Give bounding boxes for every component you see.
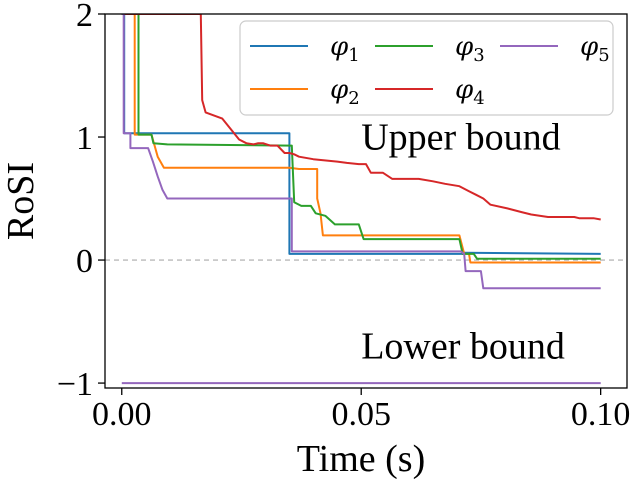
plot-frame xyxy=(104,13,628,389)
x-tick-label: 0.10 xyxy=(571,396,631,433)
series-line-phi5 xyxy=(121,14,601,385)
annotation-lower-bound: Lower bound xyxy=(361,325,565,367)
ticks-layer: 0.00 0.05 0.10 −1 0 1 2 xyxy=(57,0,631,433)
y-axis-label: RoSI xyxy=(0,162,42,240)
y-tick-label: −1 xyxy=(57,366,93,403)
series-line-phi4 xyxy=(121,14,601,221)
x-tick-label: 0.00 xyxy=(92,396,152,433)
x-tick-label: 0.05 xyxy=(331,396,391,433)
y-tick-label: 0 xyxy=(76,243,93,280)
y-tick-label: 1 xyxy=(76,120,93,157)
legend-frame xyxy=(239,20,614,116)
y-tick-label: 2 xyxy=(76,0,93,34)
x-axis-label: Time (s) xyxy=(297,438,425,480)
series-layer xyxy=(121,14,601,385)
annotation-upper-bound: Upper bound xyxy=(361,116,560,158)
